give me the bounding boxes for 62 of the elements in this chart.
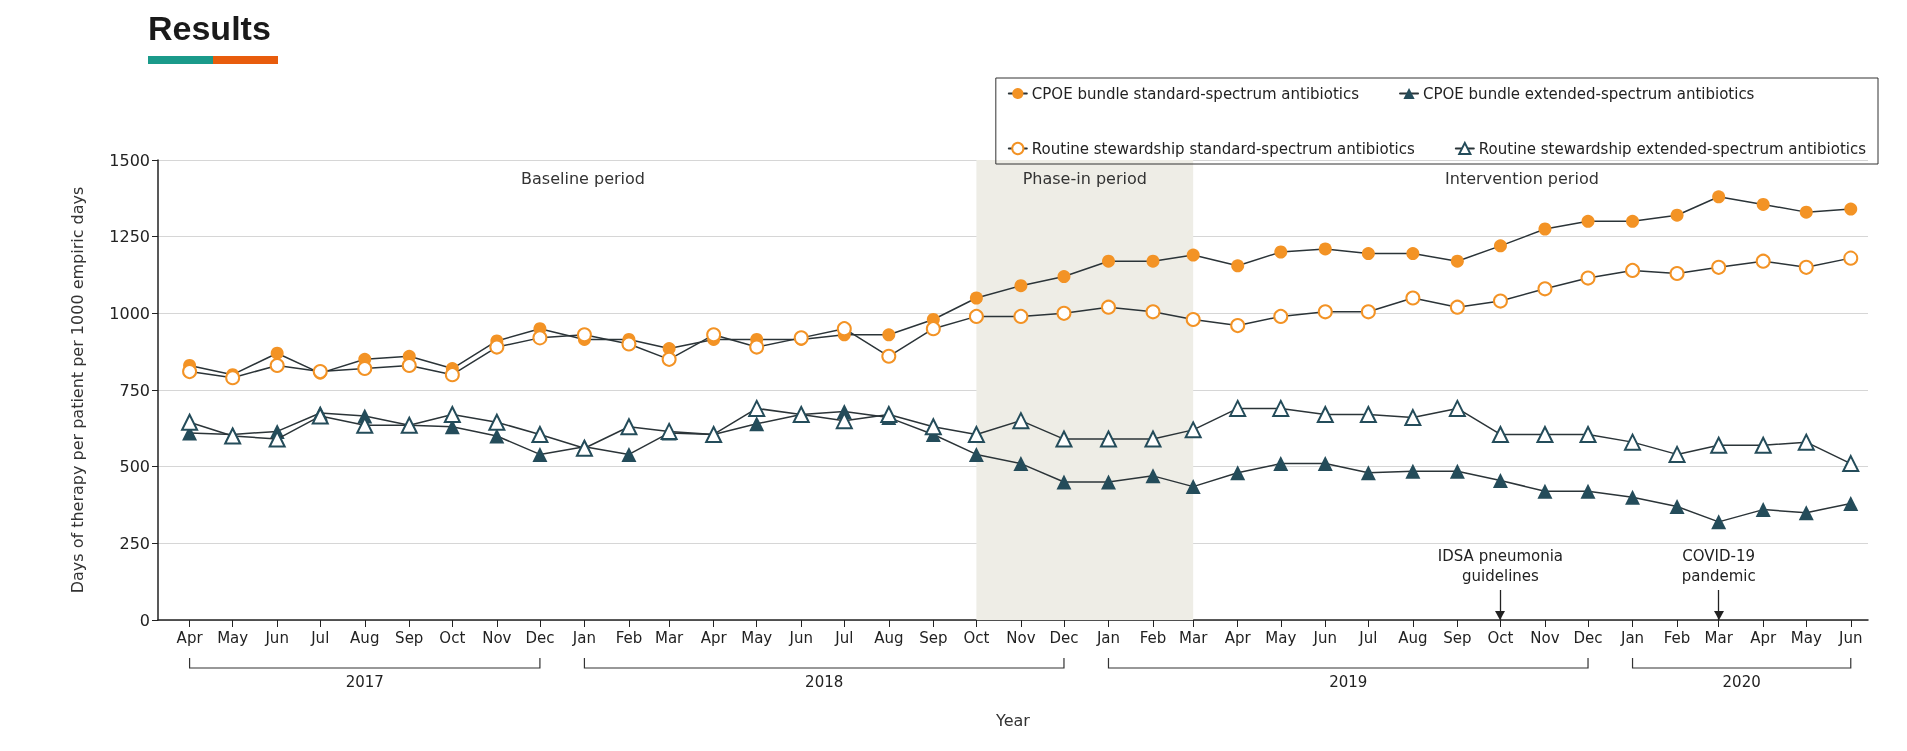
x-tick-label: Sep <box>395 628 424 647</box>
x-tick-label: Oct <box>439 628 466 647</box>
x-tick-label: May <box>1790 628 1822 647</box>
x-tick-label: Mar <box>1179 628 1209 647</box>
y-tick-label: 250 <box>119 533 150 553</box>
x-tick-label: Jul <box>310 628 330 647</box>
x-tick-label: Dec <box>1573 628 1603 647</box>
x-tick-label: Oct <box>1487 628 1514 647</box>
x-tick-label: Jun <box>1312 628 1337 647</box>
text: 2018 <box>805 673 844 691</box>
y-tick-label: 750 <box>119 380 150 400</box>
x-tick-label: May <box>741 628 773 647</box>
legend-label: CPOE bundle extended-spectrum antibiotics <box>1423 84 1755 103</box>
x-tick-label: Oct <box>963 628 990 647</box>
legend-label: Routine stewardship standard-spectrum antibiotics <box>1031 139 1415 158</box>
x-tick-label: Nov <box>1530 628 1560 647</box>
x-tick-label: Mar <box>1704 628 1734 647</box>
text: 2020 <box>1722 673 1761 691</box>
y-tick-label: 1000 <box>109 303 150 323</box>
text: 2017 <box>345 673 384 691</box>
x-tick-label: Feb <box>1663 628 1691 647</box>
ref-line-label: COVID-19 pandemic <box>1681 547 1756 585</box>
x-tick-label: Mar <box>654 628 685 647</box>
chart-title: Results <box>148 8 272 48</box>
x-tick-label: Jun <box>788 628 813 647</box>
legend-label: Routine stewardship extended-spectrum antibiotics <box>1478 139 1867 158</box>
x-tick-label: Jan <box>1095 628 1121 647</box>
text: 2019 <box>1329 673 1368 691</box>
y-axis-title: Days of therapy per patient per 1000 empiric days <box>67 186 87 594</box>
x-tick-label: Dec <box>1049 628 1079 647</box>
x-tick-label: Aug <box>874 628 904 647</box>
x-tick-label: May <box>217 628 249 647</box>
x-tick-label: Feb <box>1139 628 1167 647</box>
y-tick-label: 1500 <box>109 150 150 170</box>
x-tick-label: Jan <box>1619 628 1645 647</box>
ref-line-label: IDSA pneumonia guidelines <box>1437 547 1564 585</box>
x-axis-title: Year <box>995 710 1031 730</box>
annotation: Baseline period <box>521 168 645 188</box>
x-tick-label: Apr <box>700 628 728 647</box>
y-tick-label: 500 <box>119 457 150 477</box>
x-tick-label: Feb <box>615 628 643 647</box>
legend-label: CPOE bundle standard-spectrum antibiotics <box>1031 84 1360 103</box>
x-tick-label: Jun <box>1838 628 1863 647</box>
x-tick-label: Apr <box>1224 628 1252 647</box>
x-tick-label: Nov <box>1006 628 1036 647</box>
band-label: Phase-in period <box>1022 168 1147 188</box>
x-tick-label: Sep <box>1443 628 1472 647</box>
x-tick-label: Aug <box>350 628 380 647</box>
x-tick-label: Jul <box>1358 628 1378 647</box>
x-tick-label: Sep <box>919 628 948 647</box>
x-tick-label: Dec <box>525 628 555 647</box>
x-tick-label: Jun <box>264 628 289 647</box>
x-tick-label: Nov <box>482 628 512 647</box>
x-tick-label: Jan <box>571 628 596 647</box>
x-tick-label: May <box>1265 628 1297 647</box>
x-tick-label: Apr <box>1750 628 1777 647</box>
y-tick-label: 0 <box>139 610 150 630</box>
annotation: Intervention period <box>1445 168 1599 188</box>
x-tick-label: Apr <box>176 628 204 647</box>
x-tick-label: Jul <box>834 628 854 647</box>
x-tick-label: Aug <box>1398 628 1428 647</box>
y-tick-label: 1250 <box>109 227 150 247</box>
